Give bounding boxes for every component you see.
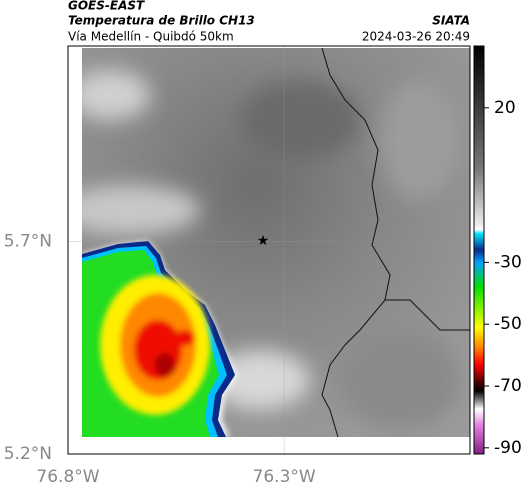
map-ticks: 76.8°W 76.3°W 5.7°N 5.2°N [4, 232, 316, 488]
colorbar-label: -90 [494, 438, 522, 458]
agency: SIATA [432, 14, 470, 28]
lon-label: 76.8°W [36, 467, 99, 487]
product: Temperatura de Brillo CH13 [68, 14, 255, 28]
city-marker: ★ [257, 233, 270, 249]
colorbar-label: 20 [494, 98, 516, 118]
map-frame [67, 45, 471, 455]
lon-label: 76.3°W [253, 467, 316, 487]
lat-label: 5.7°N [4, 232, 52, 252]
satellite-image [82, 48, 470, 437]
lat-label: 5.2°N [4, 444, 52, 464]
colorbar-ticks: 20 -30 -50 -70 -90 [484, 98, 522, 458]
colorbar-label: -30 [494, 252, 522, 272]
source: GOES-EAST [68, 0, 145, 13]
colorbar-label: -70 [494, 376, 522, 396]
datetime: 2024-03-26 20:49 [362, 30, 470, 44]
colorbar-label: -50 [494, 314, 522, 334]
colorbar [473, 45, 485, 455]
location: Vía Medellín - Quibdó 50km [68, 30, 234, 44]
